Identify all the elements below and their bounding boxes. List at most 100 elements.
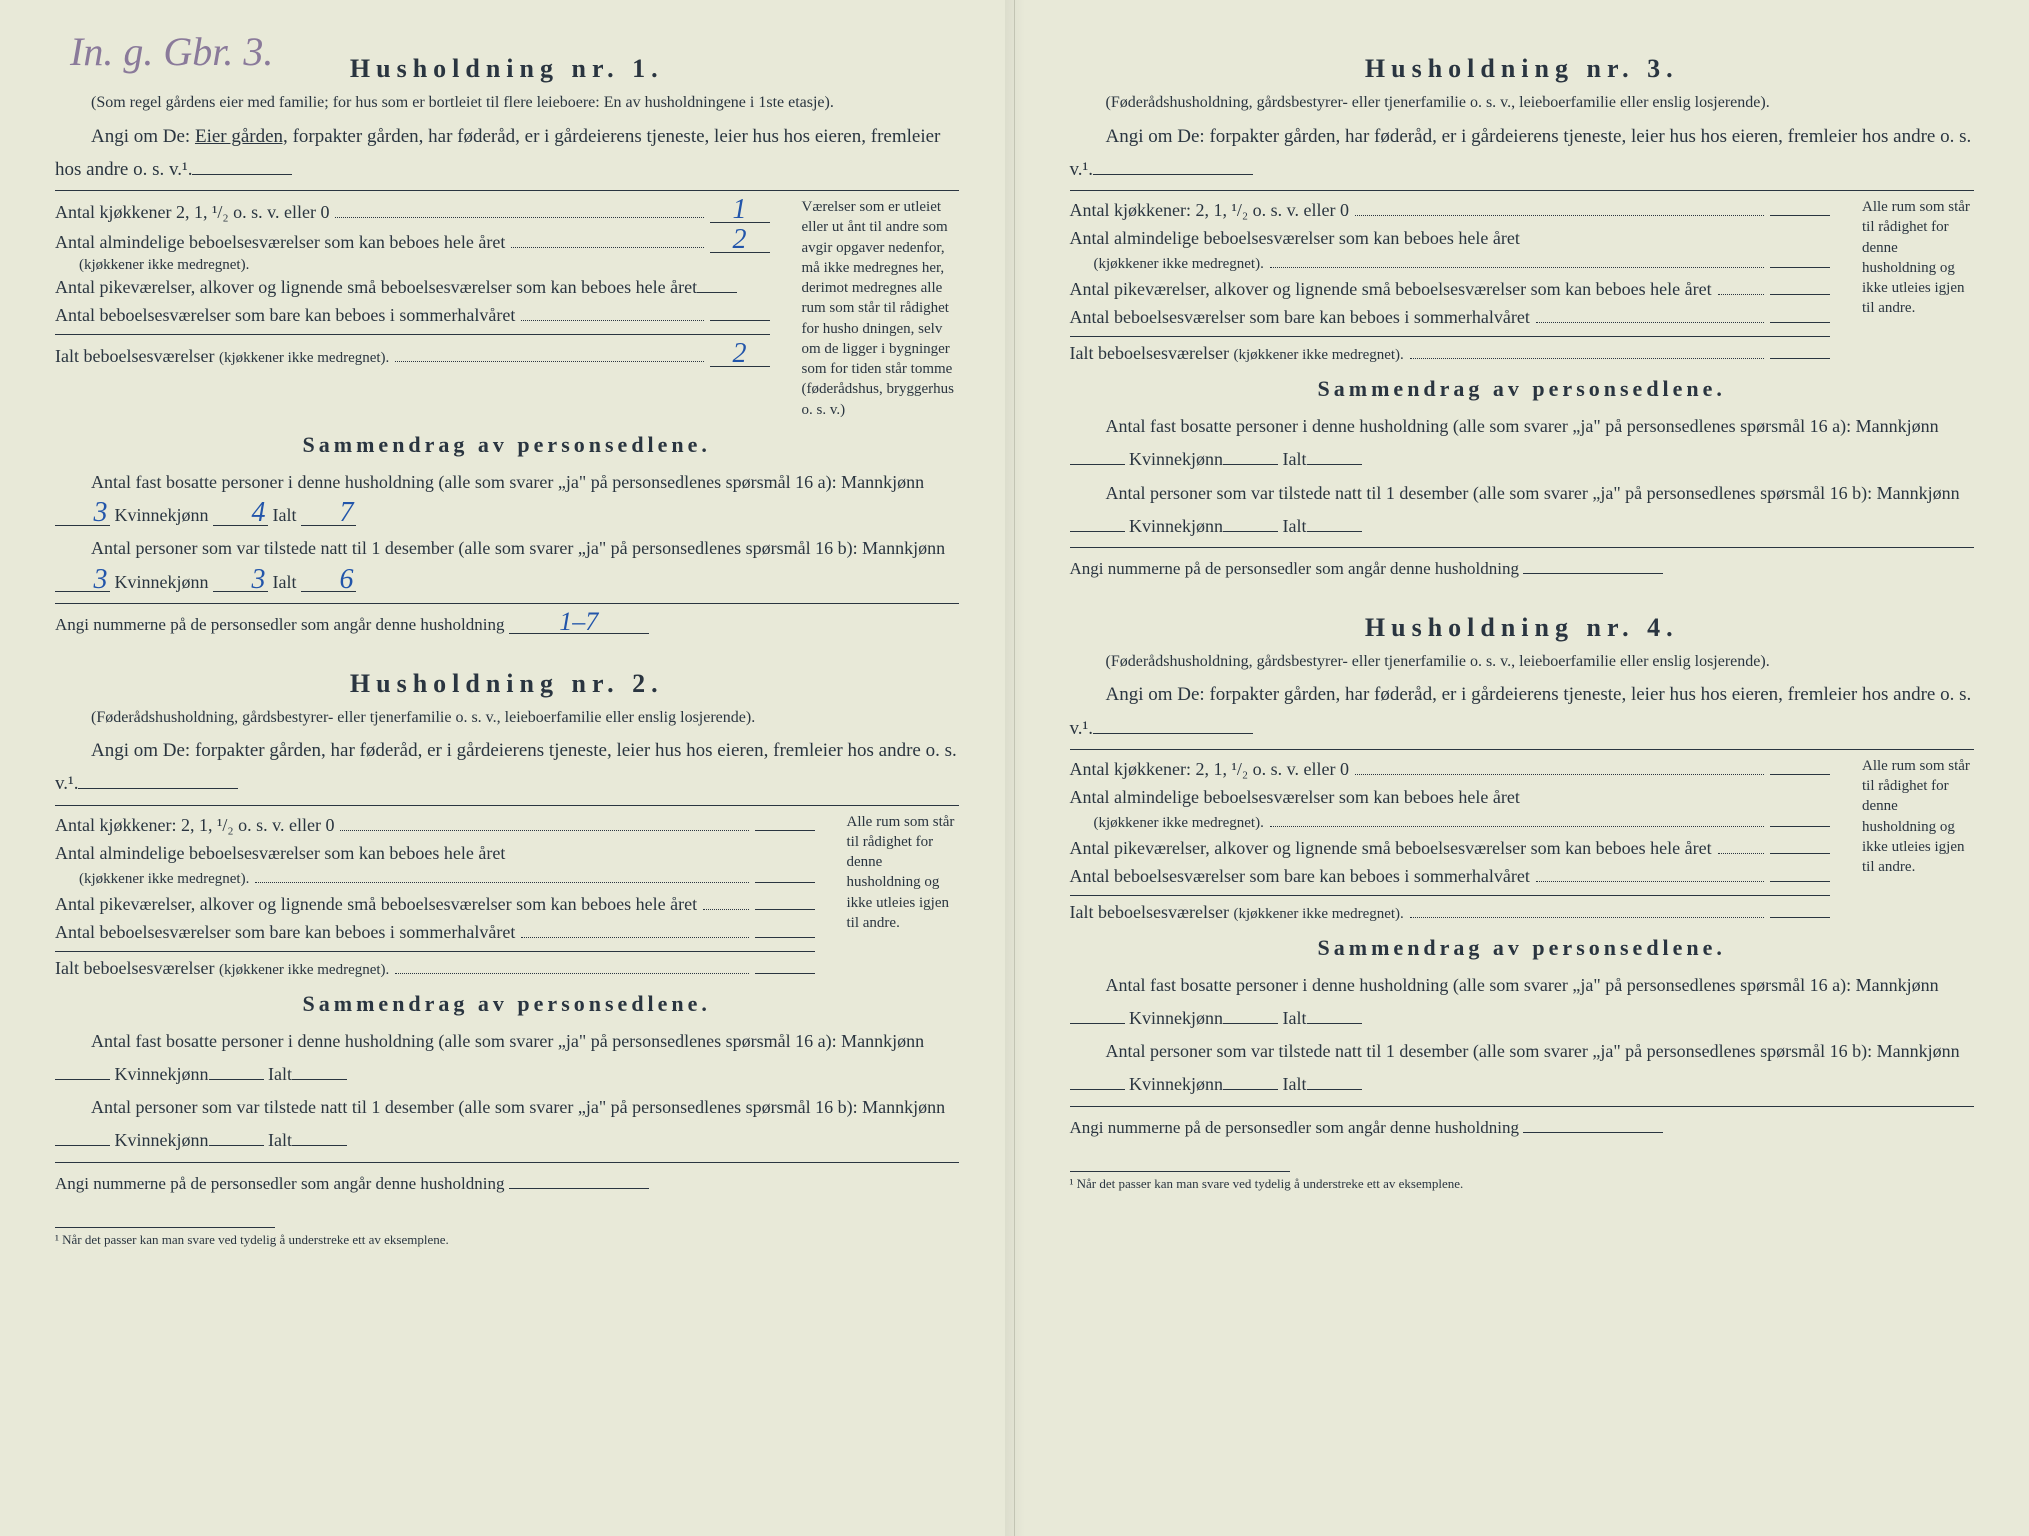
divider (55, 1162, 959, 1163)
rooms-block: Antal kjøkkener: 2, 1, ¹/₂ o. s. v. elle… (1070, 197, 1975, 364)
angi-nummerne: Angi nummerne på de personsedler som ang… (1070, 554, 1975, 585)
angi-val: 1–7 (509, 612, 649, 634)
room-val: 1 (710, 197, 770, 223)
summary-16a: Antal fast bosatte personer i denne hush… (55, 466, 959, 533)
angi-line: Angi om De: forpakter gården, har føderå… (1070, 120, 1975, 187)
room-almindelige: Antal almindelige beboelsesværelser som … (55, 840, 815, 868)
room-sommer: Antal beboelsesværelser som bare kan beb… (1070, 304, 1831, 332)
room-almindelige: Antal almindelige beboelsesværelser som … (1070, 784, 1831, 812)
angi-line: Angi om De: forpakter gården, har føderå… (1070, 678, 1975, 745)
footnote: ¹ Når det passer kan man svare ved tydel… (55, 1232, 959, 1248)
room-val: 2 (710, 341, 770, 367)
left-page: In. g. Gbr. 3. Husholdning nr. 1. (Som r… (0, 0, 1015, 1536)
room-kjokkener: Antal kjøkkener: 2, 1, ¹/₂ o. s. v. elle… (1070, 197, 1831, 225)
ialt-a-val: 7 (301, 502, 356, 525)
summary-16b: Antal personer som var tilstede natt til… (1070, 1035, 1975, 1102)
household-title: Husholdning nr. 4. (1070, 613, 1975, 643)
room-pike: Antal pikeværelser, alkover og lignende … (1070, 276, 1831, 304)
side-note: Værelser som er utleiet eller ut ånt til… (784, 197, 959, 420)
angi-fill (1093, 733, 1253, 734)
room-sommer: Antal beboelsesværelser som bare kan beb… (1070, 863, 1831, 891)
footnote-rule (55, 1227, 275, 1228)
room-almindelige: Antal almindelige beboelsesværelser som … (55, 227, 770, 257)
rooms-main: Antal kjøkkener: 2, 1, ¹/₂ o. s. v. elle… (1070, 197, 1831, 364)
divider (1070, 895, 1831, 896)
summary-title: Sammendrag av personsedlene. (1070, 935, 1975, 961)
room-val (710, 320, 770, 321)
summary-16b: Antal personer som var tilstede natt til… (55, 532, 959, 599)
ialt-b-val: 6 (301, 569, 356, 592)
household-subtitle: (Som regel gårdens eier med familie; for… (55, 92, 959, 114)
household-subtitle: (Føderådshusholdning, gårdsbestyrer- ell… (1070, 651, 1975, 673)
right-page: Husholdning nr. 3. (Føderådshusholdning,… (1015, 0, 2029, 1536)
room-almindelige: Antal almindelige beboelsesværelser som … (1070, 225, 1831, 253)
summary-16b: Antal personer som var tilstede natt til… (1070, 477, 1975, 544)
room-pike: Antal pikeværelser, alkover og lignende … (55, 274, 770, 302)
rooms-block: Antal kjøkkener: 2, 1, ¹/₂ o. s. v. elle… (55, 812, 959, 979)
summary-title: Sammendrag av personsedlene. (55, 432, 959, 458)
divider (1070, 547, 1975, 548)
household-subtitle: (Føderådshusholdning, gårdsbestyrer- ell… (1070, 92, 1975, 114)
rooms-main: Antal kjøkkener 2, 1, ¹/₂ o. s. v. eller… (55, 197, 770, 367)
room-pike: Antal pikeværelser, alkover og lignende … (1070, 835, 1831, 863)
room-total: Ialt beboelsesværelser (kjøkkener ikke m… (55, 341, 770, 367)
room-total: Ialt beboelsesværelser (kjøkkener ikke m… (1070, 343, 1831, 364)
divider (1070, 336, 1831, 337)
summary-title: Sammendrag av personsedlene. (1070, 376, 1975, 402)
room-pike: Antal pikeværelser, alkover og lignende … (55, 891, 815, 919)
footnote-rule (1070, 1171, 1290, 1172)
room-total: Ialt beboelsesværelser (kjøkkener ikke m… (1070, 902, 1831, 923)
rooms-main: Antal kjøkkener: 2, 1, ¹/₂ o. s. v. elle… (55, 812, 815, 979)
pencil-annotation: In. g. Gbr. 3. (70, 28, 273, 75)
room-kjokkener: Antal kjøkkener: 2, 1, ¹/₂ o. s. v. elle… (55, 812, 815, 840)
kvinne-a-val: 4 (213, 502, 268, 525)
divider (55, 805, 959, 806)
brace-icon (1844, 756, 1858, 878)
side-note: Alle rum som står til rådighet for denne… (1844, 197, 1974, 319)
side-note: Alle rum som står til rådighet for denne… (1844, 756, 1974, 878)
angi-nummerne: Angi nummerne på de personsedler som ang… (1070, 1113, 1975, 1144)
rooms-main: Antal kjøkkener: 2, 1, ¹/₂ o. s. v. elle… (1070, 756, 1831, 923)
household-4: Husholdning nr. 4. (Føderådshusholdning,… (1070, 613, 1975, 1144)
angi-nummerne: Angi nummerne på de personsedler som ang… (55, 610, 959, 641)
divider (1070, 190, 1975, 191)
angi-underlined: Eier gården, (195, 126, 288, 147)
room-total: Ialt beboelsesværelser (kjøkkener ikke m… (55, 958, 815, 979)
brace-icon (829, 812, 843, 934)
room-sommer: Antal beboelsesværelser som bare kan beb… (55, 302, 770, 330)
room-kjokkener: Antal kjøkkener: 2, 1, ¹/₂ o. s. v. elle… (1070, 756, 1831, 784)
summary-16a: Antal fast bosatte personer i denne hush… (1070, 410, 1975, 477)
summary-16a: Antal fast bosatte personer i denne hush… (1070, 969, 1975, 1036)
household-1: Husholdning nr. 1. (Som regel gårdens ei… (55, 54, 959, 641)
rooms-block: Antal kjøkkener: 2, 1, ¹/₂ o. s. v. elle… (1070, 756, 1975, 923)
rooms-block: Antal kjøkkener 2, 1, ¹/₂ o. s. v. eller… (55, 197, 959, 420)
angi-line: Angi om De: Eier gården, forpakter gårde… (55, 120, 959, 187)
household-2: Husholdning nr. 2. (Føderådshusholdning,… (55, 669, 959, 1200)
angi-fill (78, 788, 238, 789)
summary-16a: Antal fast bosatte personer i denne hush… (55, 1025, 959, 1092)
footnote: ¹ Når det passer kan man svare ved tydel… (1070, 1176, 1975, 1192)
room-sommer: Antal beboelsesværelser som bare kan beb… (55, 919, 815, 947)
angi-fill (1093, 174, 1253, 175)
room-val (697, 292, 737, 293)
divider (1070, 749, 1975, 750)
mann-b-val: 3 (55, 569, 110, 592)
household-subtitle: (Føderådshusholdning, gårdsbestyrer- ell… (55, 707, 959, 729)
divider (55, 603, 959, 604)
angi-line: Angi om De: forpakter gården, har føderå… (55, 734, 959, 801)
kvinne-b-val: 3 (213, 569, 268, 592)
household-title: Husholdning nr. 3. (1070, 54, 1975, 84)
brace-icon (1844, 197, 1858, 319)
mann-a-val: 3 (55, 502, 110, 525)
household-title: Husholdning nr. 2. (55, 669, 959, 699)
divider (55, 951, 815, 952)
room-val: 2 (710, 227, 770, 253)
angi-fill (192, 174, 292, 175)
angi-nummerne: Angi nummerne på de personsedler som ang… (55, 1169, 959, 1200)
divider (55, 334, 770, 335)
divider (1070, 1106, 1975, 1107)
summary-16b: Antal personer som var tilstede natt til… (55, 1091, 959, 1158)
household-3: Husholdning nr. 3. (Føderådshusholdning,… (1070, 54, 1975, 585)
summary-title: Sammendrag av personsedlene. (55, 991, 959, 1017)
room-kjokkener: Antal kjøkkener 2, 1, ¹/₂ o. s. v. eller… (55, 197, 770, 227)
